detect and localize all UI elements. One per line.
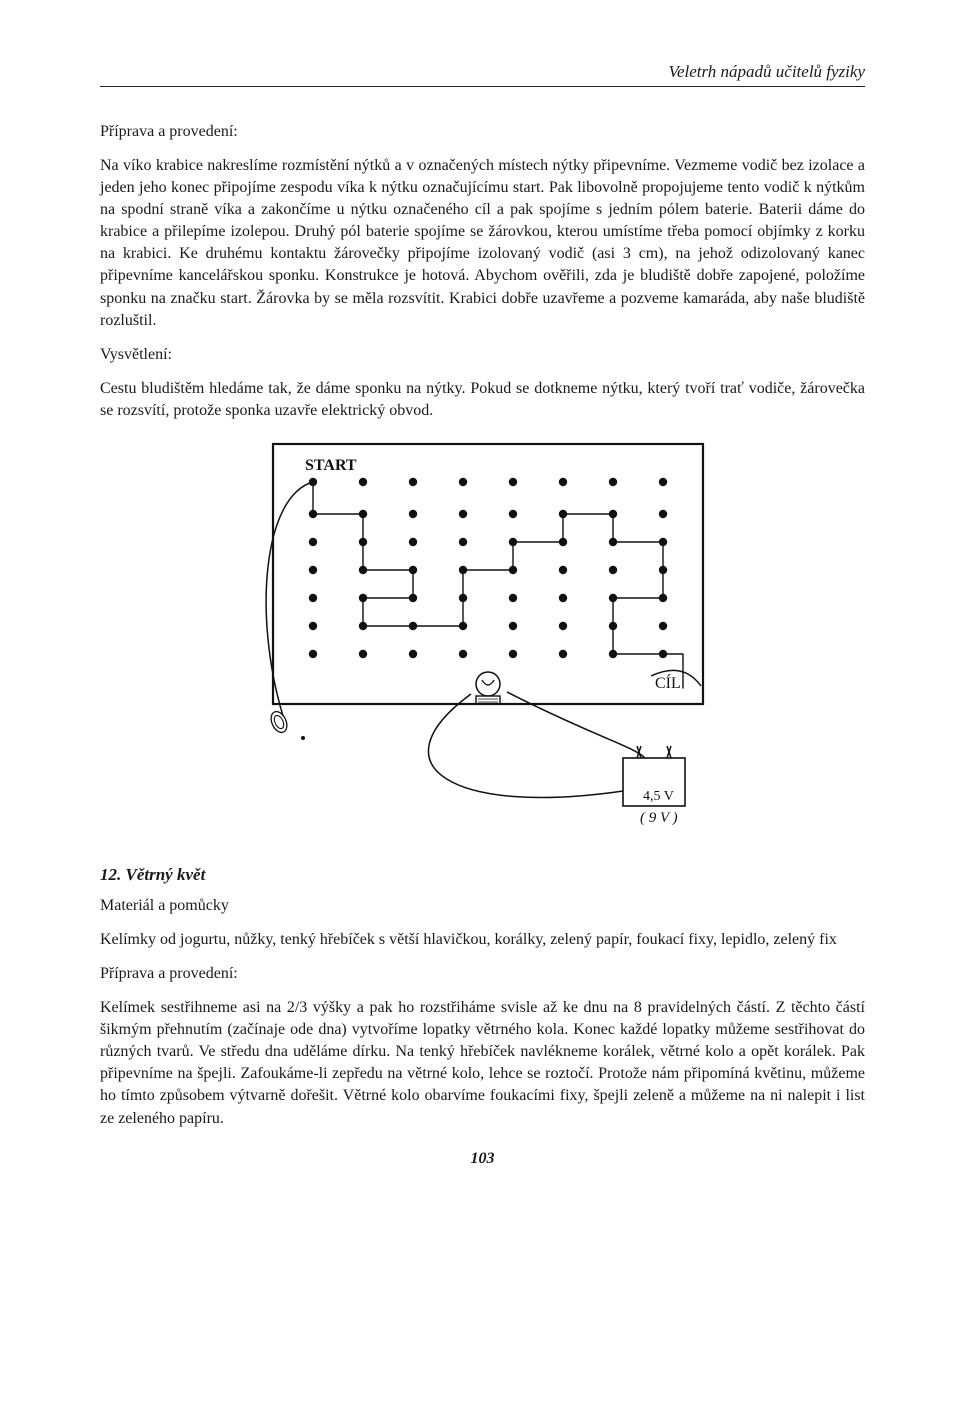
label-vysvetleni: Vysvětlení:: [100, 344, 865, 366]
label-priprava: Příprava a provedení:: [100, 121, 865, 143]
figure-maze: START CÍL 4,5 V ( 9 V ): [100, 436, 865, 841]
svg-text:4,5 V: 4,5 V: [643, 789, 674, 804]
page: Veletrh nápadů učitelů fyziky Příprava a…: [0, 0, 960, 1405]
svg-text:START: START: [305, 457, 357, 474]
running-head: Veletrh nápadů učitelů fyziky: [100, 62, 865, 87]
paragraph-3: Kelímky od jogurtu, nůžky, tenký hřebíče…: [100, 929, 865, 951]
svg-text:( 9 V ): ( 9 V ): [640, 810, 678, 826]
paragraph-5: Kelímek sestřihneme asi na 2/3 výšky a p…: [100, 997, 865, 1129]
svg-text:CÍL: CÍL: [655, 673, 681, 692]
label-material: Materiál a pomůcky: [100, 895, 865, 917]
page-number: 103: [100, 1150, 865, 1168]
maze-diagram: START CÍL 4,5 V ( 9 V ): [213, 436, 753, 836]
paragraph-2: Cestu bludištěm hledáme tak, že dáme spo…: [100, 378, 865, 422]
heading-12: 12. Větrný květ: [100, 865, 865, 885]
label-priprava-2: Příprava a provedení:: [100, 963, 865, 985]
paragraph-1: Na víko krabice nakreslíme rozmístění ný…: [100, 155, 865, 332]
